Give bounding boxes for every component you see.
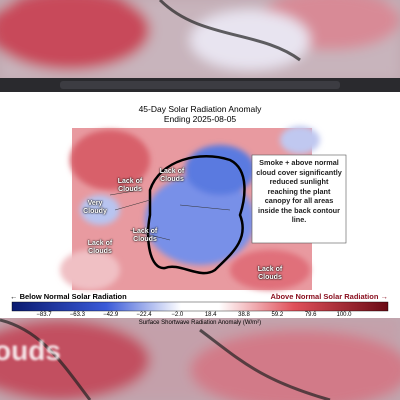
callout-text: Smoke + above normal cloud cover signifi… xyxy=(256,158,342,224)
colorbar-tick-label: −83.7 xyxy=(36,312,52,318)
legend-right: Above Normal Solar Radiation → xyxy=(270,292,388,301)
map-label: Very Cloudy xyxy=(83,200,107,215)
colorbar-tick-label: −42.9 xyxy=(103,312,119,318)
colorbar-tick-label: −22.4 xyxy=(136,312,152,318)
title: 45-Day Solar Radiation Anomaly xyxy=(138,104,262,114)
background-contours xyxy=(0,0,331,400)
colorbar-label: Surface Shortwave Radiation Anomaly (W/m… xyxy=(138,320,262,326)
map-label: Lack of Clouds xyxy=(87,240,113,255)
map-label: Lack of Clouds xyxy=(132,228,158,243)
background-text: ouds xyxy=(0,335,61,366)
colorbar-tick-label: 100.0 xyxy=(336,312,352,318)
address-bar xyxy=(60,81,340,89)
map-label: Lack of Clouds xyxy=(257,266,283,281)
map-label: Lack of Clouds xyxy=(159,168,185,183)
colorbar xyxy=(11,301,389,312)
colorbar-tick-label: −2.0 xyxy=(171,312,184,318)
subtitle: Ending 2025-08-05 xyxy=(163,114,237,124)
colorbar-tick-label: −63.3 xyxy=(69,312,85,318)
map-label: Lack of Clouds xyxy=(117,178,143,193)
legend-left: ← Below Normal Solar Radiation xyxy=(10,292,127,301)
colorbar-tick-label: 59.2 xyxy=(271,312,284,318)
colorbar-tick-label: 79.6 xyxy=(304,312,317,318)
colorbar-tick-label: 38.8 xyxy=(238,312,250,318)
callout-box xyxy=(251,154,347,244)
colorbar-tick-label: 18.4 xyxy=(204,312,217,318)
